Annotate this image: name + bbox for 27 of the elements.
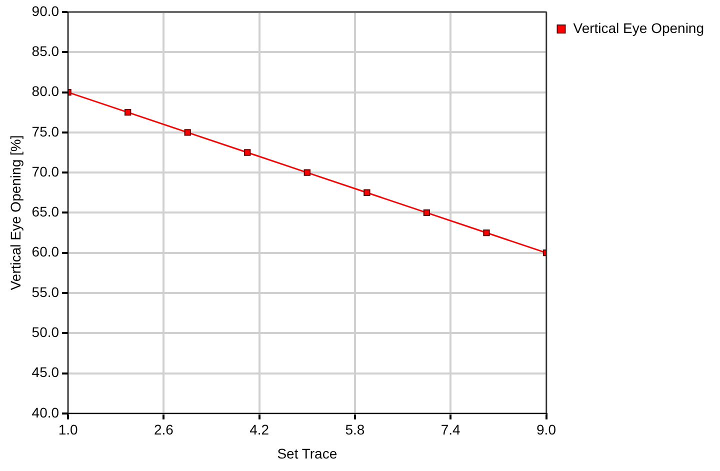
y-tick-label: 65.0 — [32, 204, 60, 220]
point — [184, 129, 191, 136]
legend-label: Vertical Eye Opening — [573, 20, 704, 36]
y-tick-label: 75.0 — [32, 123, 60, 140]
y-tick-label: 90.0 — [32, 2, 60, 19]
point — [124, 109, 132, 116]
y-tick-label: 80.0 — [32, 83, 60, 100]
y-axis-title: Vertical Eye Opening [%] — [7, 135, 24, 290]
x-axis-title: Set Trace — [277, 445, 338, 462]
x-tick-label: 9.0 — [536, 422, 556, 438]
point — [483, 229, 490, 236]
x-tick-label: 7.4 — [440, 422, 461, 438]
y-tick-label: 85.0 — [32, 43, 60, 59]
y-tick-label: 70.0 — [32, 163, 60, 180]
y-tick-label: 50.0 — [32, 324, 60, 340]
y-tick-label: 60.0 — [32, 244, 60, 260]
x-tick-label: 5.8 — [345, 422, 365, 438]
x-tick-label: 4.2 — [250, 422, 270, 438]
point — [304, 169, 310, 176]
point — [423, 209, 430, 216]
y-tick-label: 40.0 — [32, 404, 60, 420]
point — [244, 149, 251, 156]
y-tick-label: 55.0 — [32, 284, 60, 300]
point — [364, 189, 370, 196]
x-tick-label: 2.6 — [154, 422, 174, 438]
x-tick-label: 1.0 — [58, 422, 78, 438]
y-tick-label: 45.0 — [32, 364, 60, 380]
